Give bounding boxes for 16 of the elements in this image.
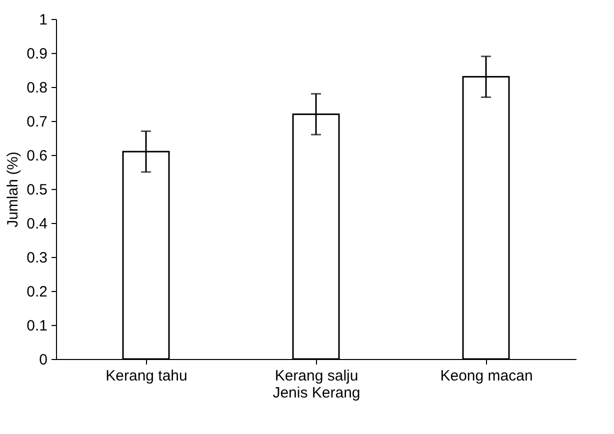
y-tick-label: 0.5 — [26, 182, 48, 198]
y-axis-title: Jumlah (%) — [4, 152, 22, 228]
y-tick-label: 0.9 — [26, 46, 48, 62]
x-tick-label: Keong macan — [440, 368, 533, 384]
y-tick-label: 0.4 — [26, 216, 48, 232]
y-tick-label: 1 — [39, 12, 48, 28]
x-tick-label: Kerang tahu — [106, 368, 188, 384]
y-tick-label: 0.6 — [26, 148, 48, 164]
y-tick-label: 0.8 — [26, 80, 48, 96]
y-tick-label: 0.2 — [26, 284, 48, 300]
y-tick-label: 0 — [39, 352, 48, 368]
y-tick-label: 0.7 — [26, 114, 48, 130]
x-tick-label: Kerang salju — [274, 368, 358, 384]
x-axis-title: Jenis Kerang — [272, 384, 360, 402]
y-tick-label: 0.1 — [26, 318, 48, 334]
y-tick-label: 0.3 — [26, 250, 48, 266]
